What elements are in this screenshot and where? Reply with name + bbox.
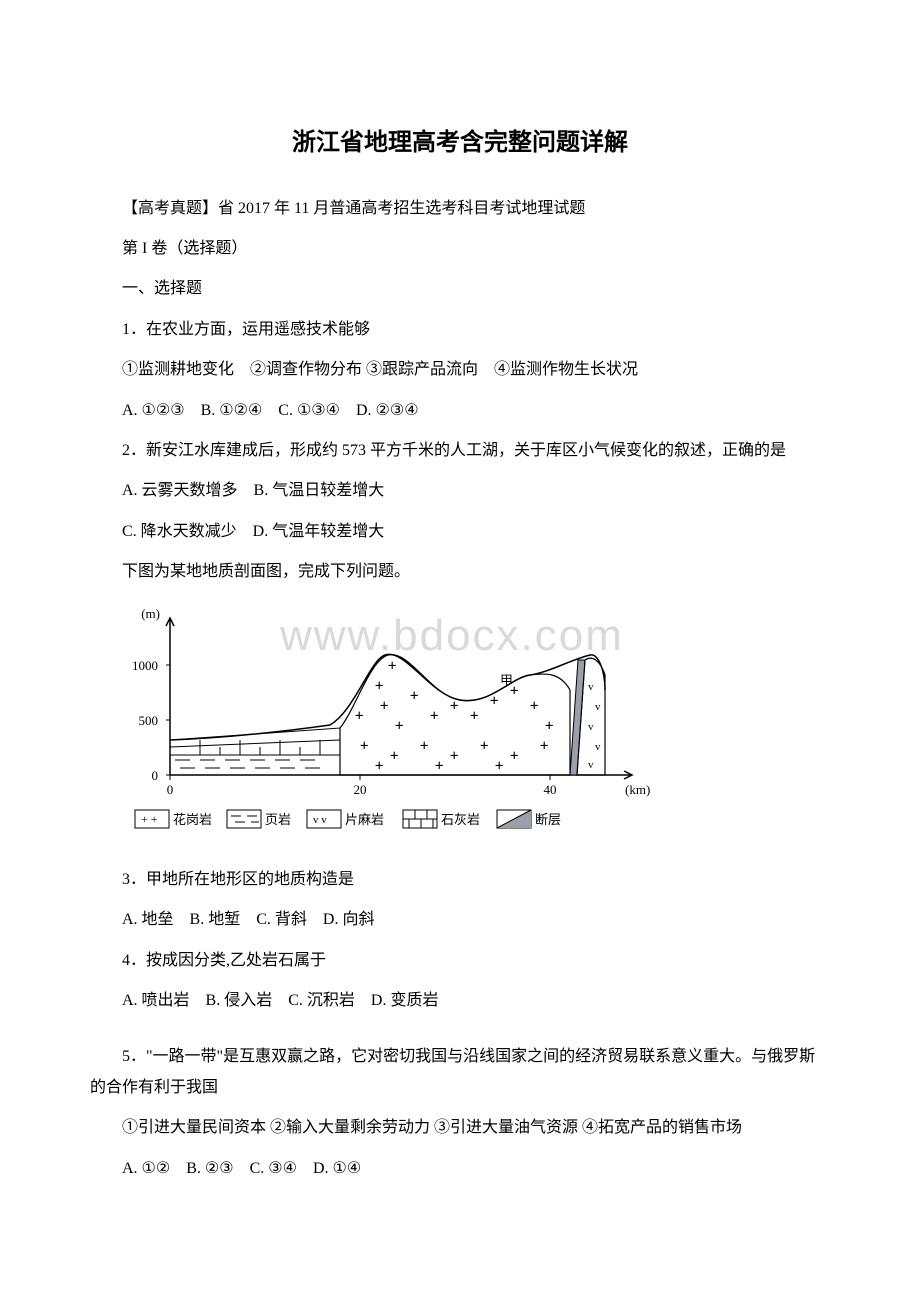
svg-text:+: + [450,698,458,714]
svg-text:+: + [430,708,438,724]
legend-shale: 页岩 [265,812,291,827]
legend-limestone: 石灰岩 [441,812,480,827]
q3-stem: 3．甲地所在地形区的地质构造是 [90,865,830,895]
svg-text:+: + [435,758,443,774]
svg-text:+: + [480,738,488,754]
q2-stem: 2．新安江水库建成后，形成约 573 平方千米的人工湖，关于库区小气候变化的叙述… [90,436,830,466]
x-unit: (km) [625,782,650,797]
svg-text:+: + [355,708,363,724]
svg-text:v: v [588,721,594,733]
svg-text:+: + [510,748,518,764]
svg-text:v: v [595,701,601,713]
svg-text:+: + [470,708,478,724]
svg-text:+: + [530,698,538,714]
granite-body: +++++++++++++ +++++++ +++ [340,654,570,774]
svg-text:+: + [490,693,498,709]
svg-text:+: + [390,748,398,764]
svg-text:v: v [588,759,594,771]
geology-cross-section-chart: www.bdocx.com 0 500 1000 (m) 0 20 40 (km… [130,600,830,851]
q2-options-line2: C. 降水天数减少 D. 气温年较差增大 [90,517,830,547]
y-tick-1000: 1000 [132,658,158,673]
svg-text:+: + [540,738,548,754]
fault-zone [570,660,585,775]
q3-options: A. 地垒 B. 地堑 C. 背斜 D. 向斜 [90,905,830,935]
q5-stem: 5．"一路一带"是互惠双赢之路，它对密切我国与沿线国家之间的经济贸易联系意义重大… [90,1042,830,1103]
shale-layer [170,755,340,775]
svg-text:+: + [375,758,383,774]
svg-text:+: + [410,688,418,704]
page-title: 浙江省地理高考含完整问题详解 [90,120,830,166]
svg-text:+: + [375,678,383,694]
y-tick-0: 0 [152,768,159,783]
legend-fault: 断层 [535,812,561,827]
x-tick-20: 20 [354,782,367,797]
x-tick-40: 40 [544,782,557,797]
x-tick-0: 0 [167,782,174,797]
svg-text:v: v [588,681,594,693]
q1-options: A. ①②③ B. ①②④ C. ①③④ D. ②③④ [90,396,830,426]
svg-text:v: v [595,741,601,753]
chart-intro: 下图为某地地质剖面图，完成下列问题。 [90,557,830,587]
legend-granite: 花岗岩 [173,812,212,827]
q4-stem: 4．按成因分类,乙处岩石属于 [90,946,830,976]
exam-source: 【高考真题】省 2017 年 11 月普通高考招生选考科目考试地理试题 [90,194,830,224]
q2-options-line1: A. 云雾天数增多 B. 气温日较差增大 [90,476,830,506]
limestone-layer [170,728,340,755]
section-sub: 一、选择题 [90,274,830,304]
svg-text:+: + [495,758,503,774]
section-header: 第 I 卷（选择题） [90,234,830,264]
q5-items: ①引进大量民间资本 ②输入大量剩余劳动力 ③引进大量油气资源 ④拓宽产品的销售市… [90,1113,830,1143]
svg-text:+: + [545,718,553,734]
svg-text:+: + [380,698,388,714]
y-tick-500: 500 [139,713,159,728]
svg-text:+: + [388,658,396,674]
svg-text:v v: v v [313,814,327,826]
svg-text:+: + [420,738,428,754]
q5-options: A. ①② B. ②③ C. ③④ D. ①④ [90,1154,830,1184]
q1-stem: 1．在农业方面，运用遥感技术能够 [90,315,830,345]
legend: + + 花岗岩 页岩 v v 片麻岩 石灰岩 断层 [135,810,561,828]
y-unit: (m) [141,606,160,621]
watermark-text: www.bdocx.com [279,611,624,660]
svg-text:+: + [360,738,368,754]
q1-items: ①监测耕地变化 ②调查作物分布 ③跟踪产品流向 ④监测作物生长状况 [90,355,830,385]
svg-text:+ +: + + [141,812,158,826]
q4-options: A. 喷出岩 B. 侵入岩 C. 沉积岩 D. 变质岩 [90,986,830,1016]
svg-text:+: + [450,748,458,764]
legend-gneiss: 片麻岩 [345,812,384,827]
svg-text:+: + [395,718,403,734]
